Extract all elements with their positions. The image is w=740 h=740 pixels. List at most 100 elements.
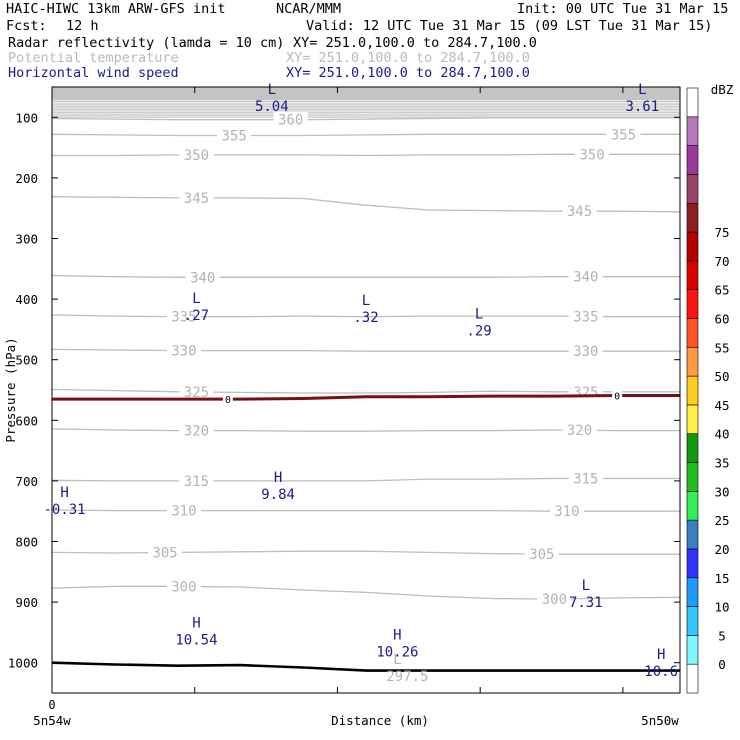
field-theta-name: Potential temperature [8, 50, 179, 66]
colorbar-level: 55 [714, 340, 729, 355]
wind-extremum-value: 10.26 [376, 645, 418, 661]
colorbar-level: 60 [714, 311, 729, 326]
theta-label: 305 [529, 547, 554, 563]
colorbar-swatch [686, 404, 699, 435]
wind-extremum-L: L [192, 291, 200, 307]
theta-label: 310 [171, 504, 196, 520]
upper-shading [52, 87, 680, 101]
colorbar-level: 75 [714, 225, 729, 240]
theta-label: 355 [611, 127, 636, 143]
x-tick-label: 0 [48, 698, 55, 712]
colorbar-swatch [686, 346, 699, 377]
y-tick-label: 800 [15, 535, 38, 550]
wind-extremum-L: L [475, 306, 483, 322]
plot-frame [51, 86, 681, 694]
org-label: NCAR/MMM [276, 1, 342, 17]
theta-label: 315 [184, 474, 209, 490]
colorbar-title: dBZ [711, 82, 734, 97]
field-reflectivity-xy: XY= 251.0,100.0 to 284.7,100.0 [293, 35, 537, 51]
y-axis-title: Pressure (hPa) [3, 337, 18, 442]
colorbar-swatch [686, 433, 699, 463]
theta-contour-360 [51, 117, 680, 121]
forecast-hour: 12 h [66, 18, 99, 34]
forecast-label: Fcst: [6, 18, 47, 34]
colorbar-swatch [686, 606, 699, 636]
colorbar-swatch [686, 116, 699, 146]
theta-label-bg [575, 146, 610, 162]
colorbar-level: 50 [714, 369, 729, 384]
theta-label: 330 [573, 344, 598, 360]
theta-label-bg [537, 591, 572, 607]
theta-contour-300 [51, 585, 681, 600]
colorbar-swatch [686, 577, 699, 607]
colorbar-level: 10 [714, 600, 729, 615]
freezing-level-label: 0 [225, 395, 231, 406]
wind-extremum-L: L [638, 82, 646, 98]
colorbar-level: 20 [714, 542, 729, 557]
colorbar-level: 25 [714, 513, 729, 528]
theta-label: 350 [184, 148, 209, 164]
theta-label-bg [217, 127, 252, 143]
theta-label-bg [166, 342, 201, 358]
y-tick-label: 1000 [8, 656, 38, 671]
theta-label-bg [185, 269, 220, 285]
theta-label-bg [179, 472, 214, 488]
wind-extremum-value: 5.04 [255, 99, 289, 115]
colorbar-swatch [686, 462, 699, 492]
field-wind-xy: XY= 251.0,100.0 to 284.7,100.0 [286, 65, 530, 81]
colorbar: dBZ 0 5 10 15 20 25 30 35 40 45 50 55 60 65 70 75 [686, 82, 734, 694]
freezing-level-line [52, 394, 680, 401]
colorbar-level: 30 [714, 484, 729, 499]
theta-label-bg [562, 203, 597, 219]
y-tick-label: 700 [15, 474, 38, 489]
wind-extremum-value: 10.54 [175, 632, 217, 648]
colorbar-swatch [686, 202, 699, 233]
wind-extremum-L: L [268, 82, 276, 98]
y-tick-label: 900 [15, 595, 38, 610]
theta-label-bg [562, 422, 597, 438]
model-title: HAIC-HIWC 13km ARW-GFS init [6, 1, 226, 17]
colorbar-swatch [686, 260, 699, 290]
theta-label: 360 [278, 113, 303, 129]
theta-label: 345 [567, 204, 592, 220]
colorbar-level: 5 [718, 628, 726, 643]
terrain [51, 661, 680, 672]
colorbar-swatch [686, 145, 699, 175]
colorbar-level: 0 [718, 657, 726, 672]
terrain-line [51, 661, 680, 672]
y-tick-label: 600 [15, 413, 38, 428]
theta-extremum-L: L [393, 652, 401, 668]
wind-extremum-value: 7.31 [569, 595, 603, 611]
colorbar-level: 65 [714, 283, 729, 298]
colorbar-swatch [686, 519, 699, 550]
y-tick-label: 400 [15, 292, 38, 307]
theta-label: 355 [221, 128, 246, 144]
colorbar-level: 35 [714, 456, 729, 471]
theta-label: 315 [573, 471, 598, 487]
theta-label-bg [179, 146, 214, 162]
theta-label: 320 [567, 423, 592, 439]
y-tick-label: 200 [15, 171, 38, 186]
x-right-label: 5n50w [641, 713, 679, 728]
theta-label-bg [166, 578, 201, 594]
field-theta-xy: XY= 251.0,100.0 to 284.7,100.0 [286, 50, 530, 66]
theta-label-bg [179, 422, 214, 438]
valid-time: Valid: 12 UTC Tue 31 Mar 15 (09 LST Tue … [306, 18, 713, 34]
colorbar-swatch [686, 231, 699, 262]
colorbar-swatch [686, 491, 699, 521]
theta-label: 335 [171, 310, 196, 326]
freezing-label-bg [222, 393, 233, 405]
y-tick-label: 100 [15, 110, 38, 125]
theta-label-bg [568, 343, 603, 359]
wind-extremum-L: L [582, 578, 590, 594]
wind-extremum-H: H [393, 628, 401, 644]
colorbar-swatch [686, 375, 699, 406]
theta-label-bg [179, 383, 214, 399]
wind-extremum-value: .29 [466, 323, 491, 339]
y-tick-label: 300 [15, 232, 38, 247]
wind-extremum-H: H [274, 470, 282, 486]
